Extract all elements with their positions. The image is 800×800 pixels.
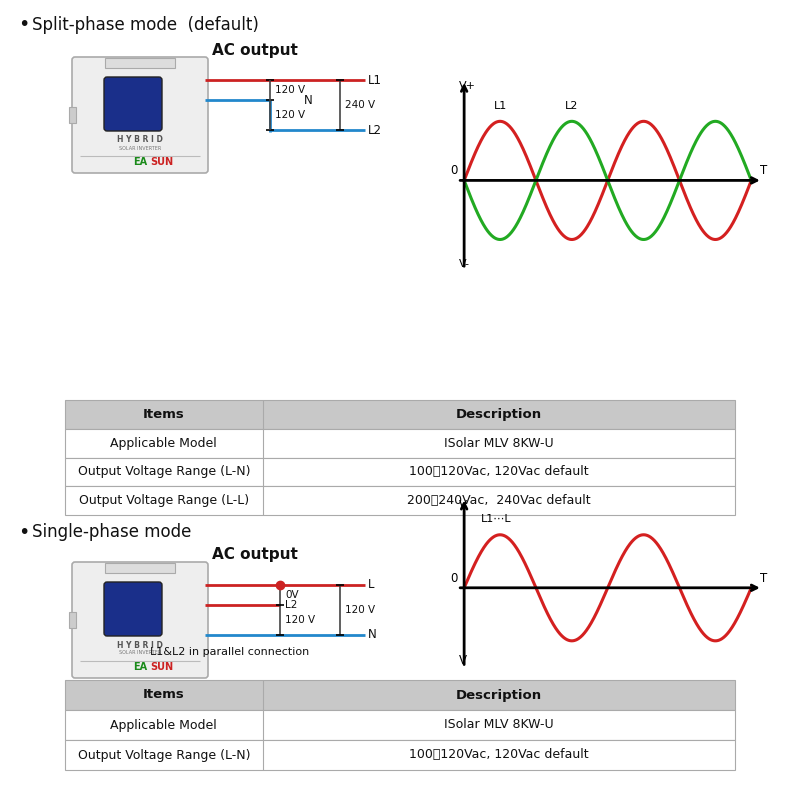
Text: Items: Items: [143, 689, 185, 702]
Text: T: T: [761, 164, 768, 177]
Text: 120 V: 120 V: [275, 85, 305, 95]
Text: L: L: [368, 578, 374, 591]
Bar: [65, 458, 735, 486]
FancyBboxPatch shape: [104, 582, 162, 636]
Text: Description: Description: [456, 689, 542, 702]
Bar: [65, 429, 735, 458]
Text: •: •: [18, 522, 30, 542]
Text: 120 V: 120 V: [275, 110, 305, 120]
FancyBboxPatch shape: [72, 562, 208, 678]
Text: Description: Description: [456, 408, 542, 421]
Bar: [65, 740, 735, 770]
Text: Output Voltage Range (L-L): Output Voltage Range (L-L): [78, 494, 249, 507]
Text: ISolar MLV 8KW-U: ISolar MLV 8KW-U: [444, 718, 554, 731]
Bar: [105, 58, 175, 68]
Bar: [69, 612, 76, 628]
Text: ISolar MLV 8KW-U: ISolar MLV 8KW-U: [444, 437, 554, 450]
Text: Output Voltage Range (L-N): Output Voltage Range (L-N): [78, 466, 250, 478]
Text: V: V: [458, 498, 466, 512]
Text: Applicable Model: Applicable Model: [110, 437, 218, 450]
Text: H Y B R I D: H Y B R I D: [117, 641, 163, 650]
Text: 200～240Vac,  240Vac default: 200～240Vac, 240Vac default: [407, 494, 590, 507]
Text: V-: V-: [458, 259, 470, 269]
Text: Split-phase mode  (default): Split-phase mode (default): [32, 16, 259, 34]
Text: 100～120Vac, 120Vac default: 100～120Vac, 120Vac default: [409, 466, 589, 478]
Text: L1: L1: [368, 74, 382, 86]
Text: •: •: [18, 15, 30, 34]
Text: 120 V: 120 V: [285, 615, 315, 625]
Text: Items: Items: [143, 408, 185, 421]
Text: L2: L2: [368, 123, 382, 137]
FancyBboxPatch shape: [104, 77, 162, 131]
Text: 120 V: 120 V: [345, 605, 375, 615]
Text: L1: L1: [494, 101, 506, 110]
Text: L1⋯L: L1⋯L: [481, 514, 512, 524]
Text: L2: L2: [285, 600, 298, 610]
Text: EA: EA: [133, 157, 147, 167]
Bar: [105, 563, 175, 573]
Text: SOLAR INVERTER: SOLAR INVERTER: [119, 146, 161, 150]
Bar: [65, 710, 735, 740]
FancyBboxPatch shape: [72, 57, 208, 173]
Text: N: N: [368, 629, 377, 642]
Text: N: N: [304, 94, 312, 106]
Text: T: T: [761, 572, 768, 585]
Text: SUN: SUN: [150, 157, 173, 167]
Text: Applicable Model: Applicable Model: [110, 718, 218, 731]
Text: AC output: AC output: [212, 42, 298, 58]
Text: V+: V+: [458, 81, 475, 91]
Text: Output Voltage Range (L-N): Output Voltage Range (L-N): [78, 749, 250, 762]
Text: EA: EA: [133, 662, 147, 672]
Text: 100～120Vac, 120Vac default: 100～120Vac, 120Vac default: [409, 749, 589, 762]
Text: 0: 0: [450, 164, 458, 177]
Text: 240 V: 240 V: [345, 100, 375, 110]
Text: 0: 0: [450, 572, 458, 585]
Text: V: V: [458, 654, 466, 667]
Text: H Y B R I D: H Y B R I D: [117, 135, 163, 145]
Text: Single-phase mode: Single-phase mode: [32, 523, 191, 541]
Bar: [65, 486, 735, 515]
Text: SOLAR INVERTER: SOLAR INVERTER: [119, 650, 161, 655]
Bar: [69, 107, 76, 123]
Text: L2: L2: [565, 101, 578, 110]
Text: SUN: SUN: [150, 662, 173, 672]
Text: AC output: AC output: [212, 547, 298, 562]
Text: 0V: 0V: [285, 590, 298, 600]
Bar: [65, 680, 735, 710]
Bar: [65, 400, 735, 429]
Text: L1&L2 in parallel connection: L1&L2 in parallel connection: [150, 647, 310, 657]
